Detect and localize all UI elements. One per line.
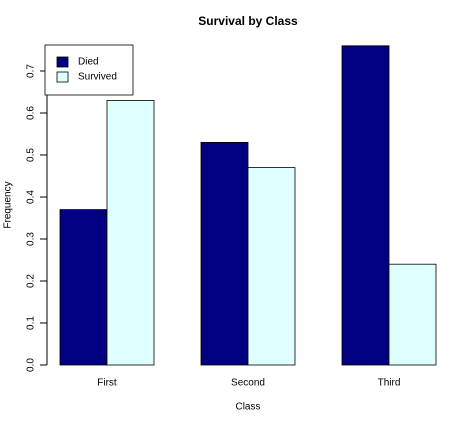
y-tick-label: 0.5 <box>26 148 37 162</box>
legend-swatch <box>56 56 69 68</box>
y-tick-label: 0.0 <box>26 358 37 372</box>
x-tick-label: Third <box>378 378 401 389</box>
y-tick-label: 0.4 <box>26 190 37 204</box>
bar <box>247 167 296 366</box>
y-axis-label: Frequency <box>3 181 14 228</box>
legend-label: Died <box>78 57 99 68</box>
x-tick-label: First <box>97 378 117 389</box>
x-axis-label: Class <box>235 402 260 413</box>
bar <box>200 141 249 366</box>
legend-box <box>44 44 134 96</box>
legend-swatch <box>56 71 69 83</box>
y-tick-label: 0.6 <box>26 106 37 120</box>
y-tick-label: 0.3 <box>26 232 37 246</box>
legend-label: Survived <box>78 72 117 83</box>
chart-title: Survival by Class <box>198 14 298 28</box>
bar <box>388 263 437 366</box>
y-tick-label: 0.1 <box>26 316 37 330</box>
y-tick-label: 0.2 <box>26 274 37 288</box>
x-tick-label: Second <box>231 378 265 389</box>
bar <box>106 100 155 366</box>
y-tick-label: 0.7 <box>26 64 37 78</box>
bar <box>341 45 390 366</box>
bar <box>59 209 108 366</box>
